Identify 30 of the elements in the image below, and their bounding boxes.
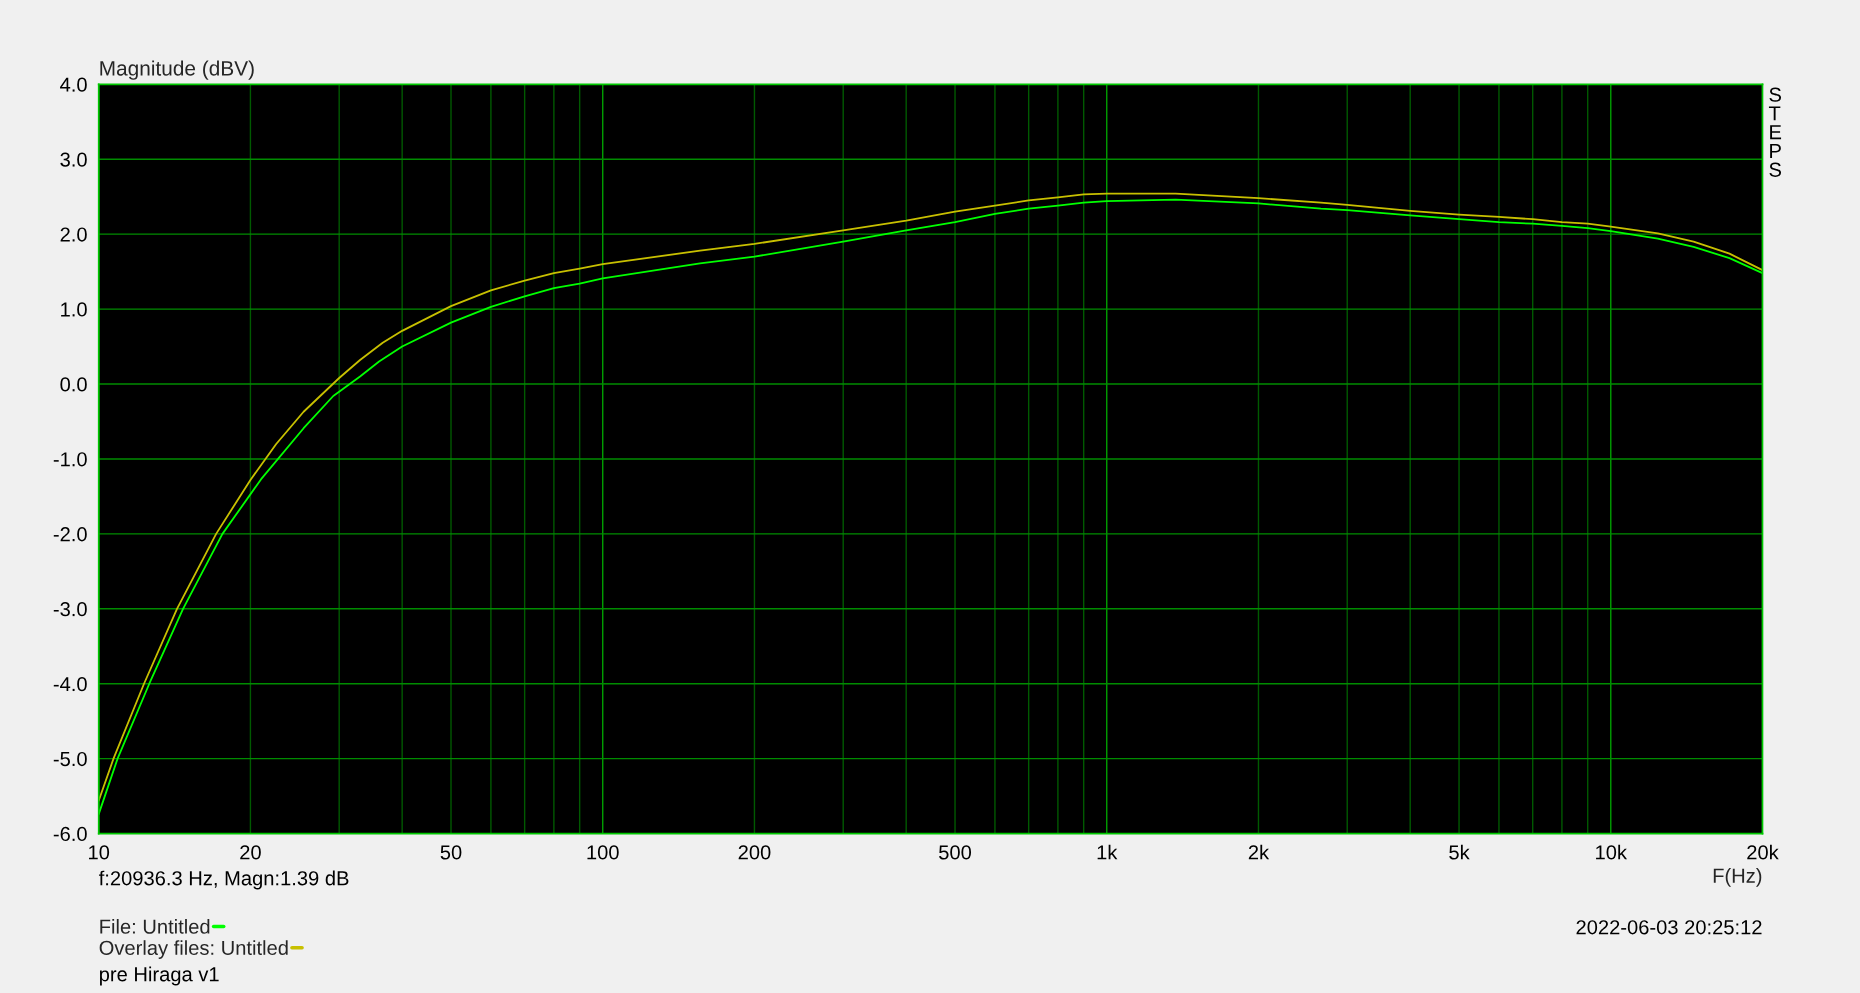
y-tick-label: 3.0 xyxy=(60,152,87,167)
x-tick-label: 200 xyxy=(738,845,771,860)
y-tick-label: -5.0 xyxy=(53,751,87,767)
y-tick-label: 1.0 xyxy=(61,302,87,317)
text: STEPS xyxy=(1768,87,1782,177)
text: 2022-06-03 20:25:12 xyxy=(1576,920,1762,935)
x-tick-label: 20k xyxy=(1747,844,1779,860)
y-tick-label: -4.0 xyxy=(53,676,87,692)
y-tick-label: 2.0 xyxy=(60,227,87,242)
x-tick-label: 10k xyxy=(1596,844,1628,860)
legend-label: File: Untitled xyxy=(100,919,210,934)
y-tick-label: 0.0 xyxy=(60,377,87,392)
y-tick-label: 4.0 xyxy=(60,77,87,92)
x-tick-label: 5k xyxy=(1449,844,1470,860)
y-tick-label: -1.0 xyxy=(53,452,87,467)
x-tick-label: 20 xyxy=(240,845,261,860)
x-tick-label: 500 xyxy=(939,845,972,860)
text: f:20936.3 Hz, Magn:1.39 dB xyxy=(98,870,349,890)
y-tick-label: -6.0 xyxy=(53,826,87,842)
y-tick-label: -2.0 xyxy=(53,527,87,542)
x-tick-label: 2k xyxy=(1248,844,1270,860)
legend-label: Overlay files: Untitled xyxy=(99,940,288,959)
x-tick-label: 50 xyxy=(440,845,462,860)
x-tick-label: 1k xyxy=(1097,844,1118,860)
y-axis-title: Magnitude (dBV) xyxy=(100,60,254,80)
x-tick-label: 10 xyxy=(89,845,110,860)
y-tick-label: -3.0 xyxy=(53,602,87,617)
x-axis-title: F(Hz) xyxy=(1713,868,1762,887)
text: pre Hiraga v1 xyxy=(100,966,219,986)
x-tick-label: 100 xyxy=(587,845,619,860)
